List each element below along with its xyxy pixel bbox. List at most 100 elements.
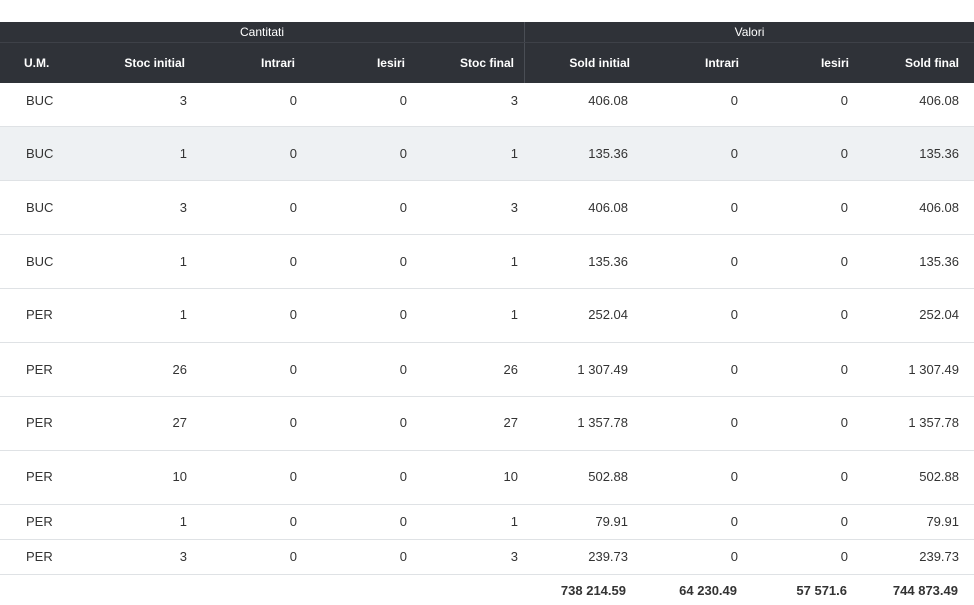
total-sold-final: 744 873.49 bbox=[892, 583, 958, 598]
cell-intrari-val: 0 bbox=[730, 362, 738, 377]
cell-um: PER bbox=[26, 469, 53, 484]
cell-stoc-initial: 1 bbox=[179, 307, 187, 322]
column-header-sold-final[interactable]: Sold final bbox=[905, 56, 959, 70]
table-row[interactable]: PER 3 0 0 3 239.73 0 0 239.73 bbox=[0, 540, 974, 575]
cell-iesiri-qty: 0 bbox=[399, 362, 407, 377]
cell-stoc-initial: 3 bbox=[179, 549, 187, 564]
cell-sold-final: 79.91 bbox=[926, 514, 959, 529]
cell-iesiri-qty: 0 bbox=[399, 307, 407, 322]
table-row[interactable]: BUC 3 0 0 3 406.08 0 0 406.08 bbox=[0, 83, 974, 127]
cell-sold-initial: 79.91 bbox=[595, 514, 628, 529]
cell-sold-initial: 406.08 bbox=[588, 93, 628, 108]
cell-iesiri-qty: 0 bbox=[399, 146, 407, 161]
cell-intrari-qty: 0 bbox=[289, 415, 297, 430]
cell-stoc-final: 10 bbox=[503, 469, 518, 484]
cell-stoc-final: 3 bbox=[510, 549, 518, 564]
cell-um: BUC bbox=[26, 200, 54, 215]
cell-iesiri-val: 0 bbox=[840, 307, 848, 322]
cell-intrari-val: 0 bbox=[730, 254, 738, 269]
cell-sold-initial: 1 357.78 bbox=[577, 415, 628, 430]
cell-stoc-initial: 1 bbox=[179, 254, 187, 269]
stock-report-grid: Cantitati Valori U.M. Stoc initial Intra… bbox=[0, 22, 974, 83]
cell-sold-initial: 406.08 bbox=[588, 200, 628, 215]
total-intrari: 64 230.49 bbox=[679, 583, 737, 598]
cell-um: PER bbox=[26, 549, 53, 564]
cell-intrari-val: 0 bbox=[730, 93, 738, 108]
cell-sold-final: 135.36 bbox=[919, 146, 959, 161]
cell-sold-initial: 135.36 bbox=[588, 254, 628, 269]
column-header-iesiri-qty[interactable]: Iesiri bbox=[376, 56, 405, 70]
table-row[interactable]: PER 1 0 0 1 252.04 0 0 252.04 bbox=[0, 289, 974, 343]
cell-sold-initial: 252.04 bbox=[588, 307, 628, 322]
cell-iesiri-qty: 0 bbox=[399, 514, 407, 529]
cell-stoc-final: 1 bbox=[510, 146, 518, 161]
cell-um: BUC bbox=[26, 254, 54, 269]
cell-iesiri-qty: 0 bbox=[399, 415, 407, 430]
cell-stoc-final: 26 bbox=[503, 362, 518, 377]
table-row[interactable]: PER 27 0 0 27 1 357.78 0 0 1 357.78 bbox=[0, 397, 974, 451]
total-sold-initial: 738 214.59 bbox=[560, 583, 626, 598]
cell-sold-final: 1 357.78 bbox=[908, 415, 959, 430]
cell-iesiri-val: 0 bbox=[840, 93, 848, 108]
column-header-stoc-initial[interactable]: Stoc initial bbox=[124, 56, 185, 70]
cell-sold-initial: 135.36 bbox=[588, 146, 628, 161]
cell-intrari-qty: 0 bbox=[289, 200, 297, 215]
column-group-header: Cantitati Valori bbox=[0, 22, 974, 42]
cell-stoc-initial: 10 bbox=[172, 469, 187, 484]
column-header-intrari-val[interactable]: Intrari bbox=[704, 56, 739, 70]
cell-iesiri-val: 0 bbox=[840, 200, 848, 215]
group-header-values: Valori bbox=[524, 22, 974, 42]
column-header-stoc-final[interactable]: Stoc final bbox=[459, 56, 514, 70]
cell-intrari-val: 0 bbox=[730, 469, 738, 484]
cell-intrari-qty: 0 bbox=[289, 146, 297, 161]
table-row[interactable]: PER 1 0 0 1 79.91 0 0 79.91 bbox=[0, 505, 974, 540]
column-header-sold-initial[interactable]: Sold initial bbox=[569, 56, 630, 70]
cell-intrari-qty: 0 bbox=[289, 362, 297, 377]
cell-intrari-qty: 0 bbox=[289, 514, 297, 529]
cell-stoc-final: 1 bbox=[510, 514, 518, 529]
cell-um: BUC bbox=[26, 146, 54, 161]
column-header-row: U.M. Stoc initial Intrari Iesiri Stoc fi… bbox=[0, 42, 974, 83]
cell-stoc-initial: 1 bbox=[179, 146, 187, 161]
cell-sold-final: 239.73 bbox=[919, 549, 959, 564]
cell-stoc-final: 3 bbox=[510, 93, 518, 108]
cell-iesiri-val: 0 bbox=[840, 415, 848, 430]
cell-um: BUC bbox=[26, 93, 54, 108]
cell-sold-final: 406.08 bbox=[919, 200, 959, 215]
cell-iesiri-val: 0 bbox=[840, 254, 848, 269]
table-row[interactable]: PER 26 0 0 26 1 307.49 0 0 1 307.49 bbox=[0, 343, 974, 397]
cell-intrari-qty: 0 bbox=[289, 254, 297, 269]
table-row[interactable]: PER 10 0 0 10 502.88 0 0 502.88 bbox=[0, 451, 974, 505]
cell-intrari-val: 0 bbox=[730, 415, 738, 430]
cell-um: PER bbox=[26, 415, 53, 430]
cell-iesiri-val: 0 bbox=[840, 146, 848, 161]
cell-iesiri-val: 0 bbox=[840, 469, 848, 484]
cell-intrari-qty: 0 bbox=[289, 307, 297, 322]
cell-stoc-initial: 3 bbox=[179, 93, 187, 108]
cell-intrari-qty: 0 bbox=[289, 93, 297, 108]
cell-stoc-final: 27 bbox=[503, 415, 518, 430]
table-row[interactable]: BUC 1 0 0 1 135.36 0 0 135.36 bbox=[0, 235, 974, 289]
table-row[interactable]: BUC 3 0 0 3 406.08 0 0 406.08 bbox=[0, 181, 974, 235]
cell-um: PER bbox=[26, 307, 53, 322]
cell-intrari-val: 0 bbox=[730, 146, 738, 161]
column-header-um[interactable]: U.M. bbox=[24, 56, 50, 70]
cell-iesiri-qty: 0 bbox=[399, 469, 407, 484]
cell-iesiri-val: 0 bbox=[840, 362, 848, 377]
cell-iesiri-qty: 0 bbox=[399, 200, 407, 215]
table-row[interactable]: BUC 1 0 0 1 135.36 0 0 135.36 bbox=[0, 127, 974, 181]
cell-sold-initial: 239.73 bbox=[588, 549, 628, 564]
cell-sold-final: 502.88 bbox=[919, 469, 959, 484]
column-header-iesiri-val[interactable]: Iesiri bbox=[820, 56, 849, 70]
total-iesiri: 57 571.6 bbox=[796, 583, 847, 598]
cell-stoc-initial: 27 bbox=[172, 415, 187, 430]
cell-sold-final: 1 307.49 bbox=[908, 362, 959, 377]
cell-stoc-final: 1 bbox=[510, 307, 518, 322]
column-header-intrari-qty[interactable]: Intrari bbox=[260, 56, 295, 70]
cell-intrari-val: 0 bbox=[730, 307, 738, 322]
cell-um: PER bbox=[26, 514, 53, 529]
cell-stoc-initial: 1 bbox=[179, 514, 187, 529]
cell-stoc-final: 1 bbox=[510, 254, 518, 269]
cell-iesiri-qty: 0 bbox=[399, 93, 407, 108]
cell-sold-final: 406.08 bbox=[919, 93, 959, 108]
